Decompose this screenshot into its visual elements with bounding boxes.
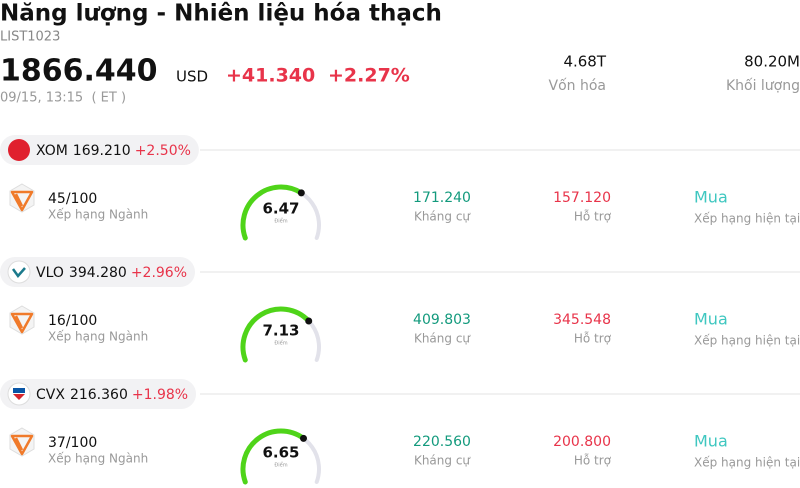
logo-v: [11, 267, 26, 279]
score-label: Điểm: [274, 340, 287, 347]
resistance-label: Kháng cự: [414, 454, 471, 468]
stock-change: +1.98%: [132, 387, 188, 403]
resistance: 220.560: [413, 434, 471, 450]
stock-pill: [0, 379, 197, 409]
title: Năng lượng - Nhiên liệu hóa thạch: [0, 1, 442, 27]
rank-label: Xếp hạng Ngành: [48, 452, 148, 466]
stock-logo: [8, 139, 30, 161]
stock-price: 169.210: [73, 143, 131, 159]
score: 6.47: [262, 200, 299, 218]
currency: USD: [176, 68, 208, 86]
stock-pill: [0, 257, 196, 287]
volume-label: Khối lượng: [726, 77, 800, 94]
volume: 80.20M: [744, 53, 800, 71]
stock-logo: [7, 260, 31, 284]
rank-icon: [10, 434, 34, 456]
change-pct: +2.27%: [328, 65, 410, 87]
score-label: Điểm: [274, 462, 287, 469]
rank-icon: [10, 190, 34, 212]
rating: Mua: [694, 432, 728, 451]
gauge-fill: [240, 428, 306, 485]
market-cap: 4.68T: [563, 53, 606, 71]
gauge-dot: [305, 317, 313, 325]
market-cap-label: Vốn hóa: [549, 77, 606, 94]
rating-label: Xếp hạng hiện tại: [694, 334, 800, 348]
score: 7.13: [262, 322, 299, 340]
rank-icon: [10, 312, 34, 334]
stock-pill: [0, 135, 199, 165]
resistance-label: Kháng cự: [414, 210, 471, 224]
gauge-dot: [299, 434, 307, 442]
stock-price: 394.280: [69, 265, 127, 281]
resistance: 409.803: [413, 312, 471, 328]
rating: Mua: [694, 310, 728, 329]
support-label: Hỗ trợ: [574, 332, 612, 346]
stock-price: 216.360: [70, 387, 128, 403]
logo-cvx: [13, 388, 25, 393]
stock-change: +2.50%: [135, 143, 191, 159]
rating-label: Xếp hạng hiện tại: [694, 456, 800, 470]
logo-cvx2: [13, 394, 25, 400]
support: 200.800: [553, 434, 611, 450]
ticker: VLO: [36, 265, 64, 281]
time: 09/15, 13:15 ( ET ): [0, 91, 126, 106]
rating-label: Xếp hạng hiện tại: [694, 212, 800, 226]
ticker: XOM: [36, 143, 68, 159]
ticker: CVX: [36, 387, 65, 403]
rank: 16/100: [48, 313, 97, 329]
support: 345.548: [553, 312, 611, 328]
change: +41.340: [226, 65, 315, 87]
support: 157.120: [553, 190, 611, 206]
stock-change: +2.96%: [131, 265, 187, 281]
code: LIST1023: [0, 30, 60, 45]
score: 6.65: [262, 444, 299, 462]
gauge-dot: [297, 189, 305, 197]
support-label: Hỗ trợ: [574, 454, 612, 468]
rank: 37/100: [48, 435, 97, 451]
price: 1866.440: [0, 54, 158, 89]
rank: 45/100: [48, 191, 97, 207]
gauge-fill: [240, 184, 304, 241]
resistance-label: Kháng cự: [414, 332, 471, 346]
rating: Mua: [694, 188, 728, 207]
support-label: Hỗ trợ: [574, 210, 612, 224]
rank-label: Xếp hạng Ngành: [48, 208, 148, 222]
resistance: 171.240: [413, 190, 471, 206]
rank-label: Xếp hạng Ngành: [48, 330, 148, 344]
score-label: Điểm: [274, 218, 287, 225]
gauge-fill: [240, 306, 312, 363]
